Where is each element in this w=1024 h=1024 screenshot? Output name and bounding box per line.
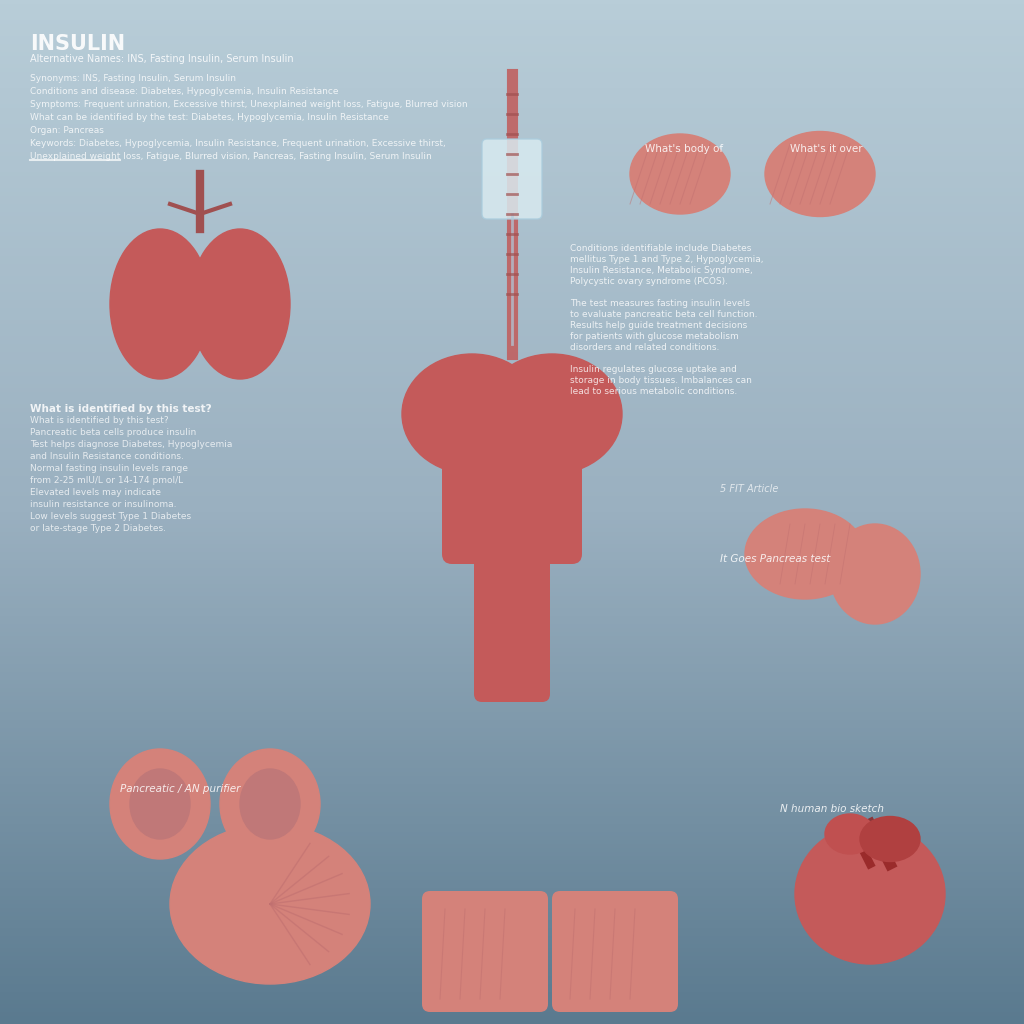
Text: It Goes Pancreas test: It Goes Pancreas test [720,554,830,564]
Text: mellitus Type 1 and Type 2, Hypoglycemia,: mellitus Type 1 and Type 2, Hypoglycemia… [570,255,764,264]
Text: Alternative Names: INS, Fasting Insulin, Serum Insulin: Alternative Names: INS, Fasting Insulin,… [30,54,294,63]
Text: Insulin Resistance, Metabolic Syndrome,: Insulin Resistance, Metabolic Syndrome, [570,266,753,275]
Ellipse shape [170,824,370,984]
Ellipse shape [830,524,920,624]
Text: Symptoms: Frequent urination, Excessive thirst, Unexplained weight loss, Fatigue: Symptoms: Frequent urination, Excessive … [30,100,468,109]
Text: INSULIN: INSULIN [30,34,125,54]
Text: Conditions and disease: Diabetes, Hypoglycemia, Insulin Resistance: Conditions and disease: Diabetes, Hypogl… [30,87,339,96]
Ellipse shape [190,229,290,379]
FancyBboxPatch shape [482,139,542,219]
Ellipse shape [220,749,319,859]
Text: What's it over: What's it over [790,144,862,154]
Text: The test measures fasting insulin levels: The test measures fasting insulin levels [570,299,750,308]
Text: Synonyms: INS, Fasting Insulin, Serum Insulin: Synonyms: INS, Fasting Insulin, Serum In… [30,74,236,83]
Text: Pancreatic beta cells produce insulin: Pancreatic beta cells produce insulin [30,428,197,437]
Text: insulin resistance or insulinoma.: insulin resistance or insulinoma. [30,500,176,509]
Ellipse shape [630,134,730,214]
Ellipse shape [402,354,542,474]
Ellipse shape [765,131,874,216]
Text: Insulin regulates glucose uptake and: Insulin regulates glucose uptake and [570,365,737,374]
Text: N human bio sketch: N human bio sketch [780,804,884,814]
Ellipse shape [825,814,874,854]
Text: Normal fasting insulin levels range: Normal fasting insulin levels range [30,464,188,473]
Text: or late-stage Type 2 Diabetes.: or late-stage Type 2 Diabetes. [30,524,166,534]
Text: lead to serious metabolic conditions.: lead to serious metabolic conditions. [570,387,737,396]
Text: Conditions identifiable include Diabetes: Conditions identifiable include Diabetes [570,244,752,253]
Ellipse shape [110,749,210,859]
Ellipse shape [482,354,622,474]
Text: Unexplained weight loss, Fatigue, Blurred vision, Pancreas, Fasting Insulin, Ser: Unexplained weight loss, Fatigue, Blurre… [30,152,432,161]
Ellipse shape [745,509,865,599]
Text: 5 FIT Article: 5 FIT Article [720,484,778,494]
Ellipse shape [795,824,945,964]
Text: Keywords: Diabetes, Hypoglycemia, Insulin Resistance, Frequent urination, Excess: Keywords: Diabetes, Hypoglycemia, Insuli… [30,139,445,148]
FancyBboxPatch shape [442,384,582,564]
FancyBboxPatch shape [422,891,548,1012]
Text: Polycystic ovary syndrome (PCOS).: Polycystic ovary syndrome (PCOS). [570,278,728,286]
Ellipse shape [110,229,210,379]
Text: Elevated levels may indicate: Elevated levels may indicate [30,488,161,497]
Text: and Insulin Resistance conditions.: and Insulin Resistance conditions. [30,452,184,461]
FancyBboxPatch shape [552,891,678,1012]
Text: for patients with glucose metabolism: for patients with glucose metabolism [570,332,738,341]
Text: Pancreatic / AN purifier: Pancreatic / AN purifier [120,784,241,794]
Text: What is identified by this test?: What is identified by this test? [30,416,169,425]
Text: storage in body tissues. Imbalances can: storage in body tissues. Imbalances can [570,376,752,385]
Text: Organ: Pancreas: Organ: Pancreas [30,126,103,135]
Text: What's body of: What's body of [645,144,723,154]
Text: to evaluate pancreatic beta cell function.: to evaluate pancreatic beta cell functio… [570,310,758,319]
Text: Results help guide treatment decisions: Results help guide treatment decisions [570,321,748,330]
Ellipse shape [860,816,920,861]
Text: What is identified by this test?: What is identified by this test? [30,404,212,414]
Ellipse shape [240,769,300,839]
Text: What can be identified by the test: Diabetes, Hypoglycemia, Insulin Resistance: What can be identified by the test: Diab… [30,113,389,122]
Ellipse shape [130,769,190,839]
Text: disorders and related conditions.: disorders and related conditions. [570,343,720,352]
Text: Test helps diagnose Diabetes, Hypoglycemia: Test helps diagnose Diabetes, Hypoglycem… [30,440,232,449]
Text: Low levels suggest Type 1 Diabetes: Low levels suggest Type 1 Diabetes [30,512,191,521]
Text: from 2-25 mIU/L or 14-174 pmol/L: from 2-25 mIU/L or 14-174 pmol/L [30,476,183,485]
FancyBboxPatch shape [474,526,550,702]
